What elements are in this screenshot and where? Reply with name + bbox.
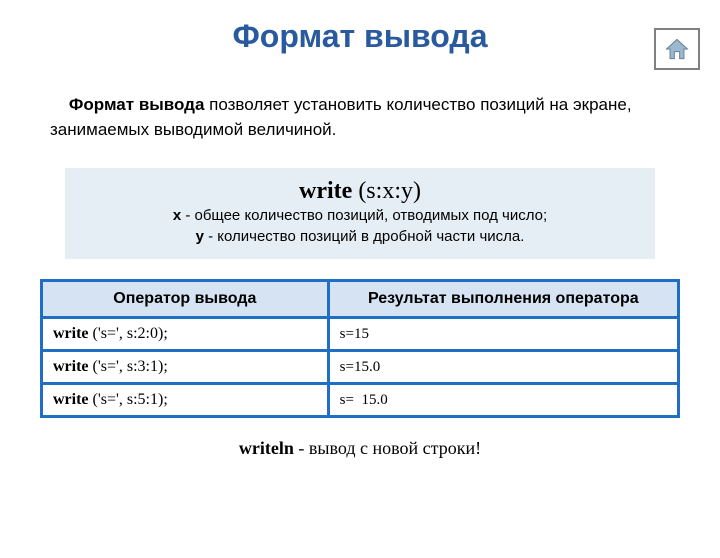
syntax-line1: x - общее количество позиций, отводимых … — [75, 205, 645, 226]
home-button[interactable] — [654, 28, 700, 70]
table-cell-operator: write ('s=', s:5:1); — [42, 384, 329, 417]
syntax-line1-bold: x — [173, 207, 181, 224]
table-header-operator: Оператор вывода — [42, 281, 329, 318]
table-header-result: Результат выполнения оператора — [328, 281, 678, 318]
table-header-row: Оператор вывода Результат выполнения опе… — [42, 281, 679, 318]
table-cell-result: s=15.0 — [328, 351, 678, 384]
table-cell-operator: write ('s=', s:3:1); — [42, 351, 329, 384]
table-cell-result: s= 15.0 — [328, 384, 678, 417]
syntax-bold: write — [299, 178, 352, 204]
syntax-line2-rest: - количество позиций в дробной части чис… — [204, 228, 524, 245]
table-cell-operator: write ('s=', s:2:0); — [42, 318, 329, 351]
page-title: Формат вывода — [0, 18, 720, 55]
footer-note: writeln - вывод с новой строки! — [0, 438, 720, 459]
table-row: write ('s=', s:2:0); s=15 — [42, 318, 679, 351]
syntax-box: write (s:x:y) x - общее количество позиц… — [65, 168, 655, 259]
syntax-line2: y - количество позиций в дробной части ч… — [75, 226, 645, 247]
syntax-rest: (s:x:y) — [352, 178, 421, 204]
syntax-title: write (s:x:y) — [75, 178, 645, 205]
footer-bold: writeln — [239, 438, 294, 458]
table-cell-result: s=15 — [328, 318, 678, 351]
home-icon — [663, 35, 691, 63]
footer-rest: - вывод с новой строки! — [294, 438, 481, 458]
intro-bold: Формат вывода — [69, 95, 205, 114]
syntax-line1-rest: - общее количество позиций, отводимых по… — [181, 207, 547, 224]
output-table: Оператор вывода Результат выполнения опе… — [40, 279, 680, 418]
syntax-line2-bold: y — [196, 228, 204, 245]
intro-text: Формат вывода позволяет установить колич… — [50, 93, 670, 142]
table-row: write ('s=', s:3:1); s=15.0 — [42, 351, 679, 384]
table-row: write ('s=', s:5:1); s= 15.0 — [42, 384, 679, 417]
